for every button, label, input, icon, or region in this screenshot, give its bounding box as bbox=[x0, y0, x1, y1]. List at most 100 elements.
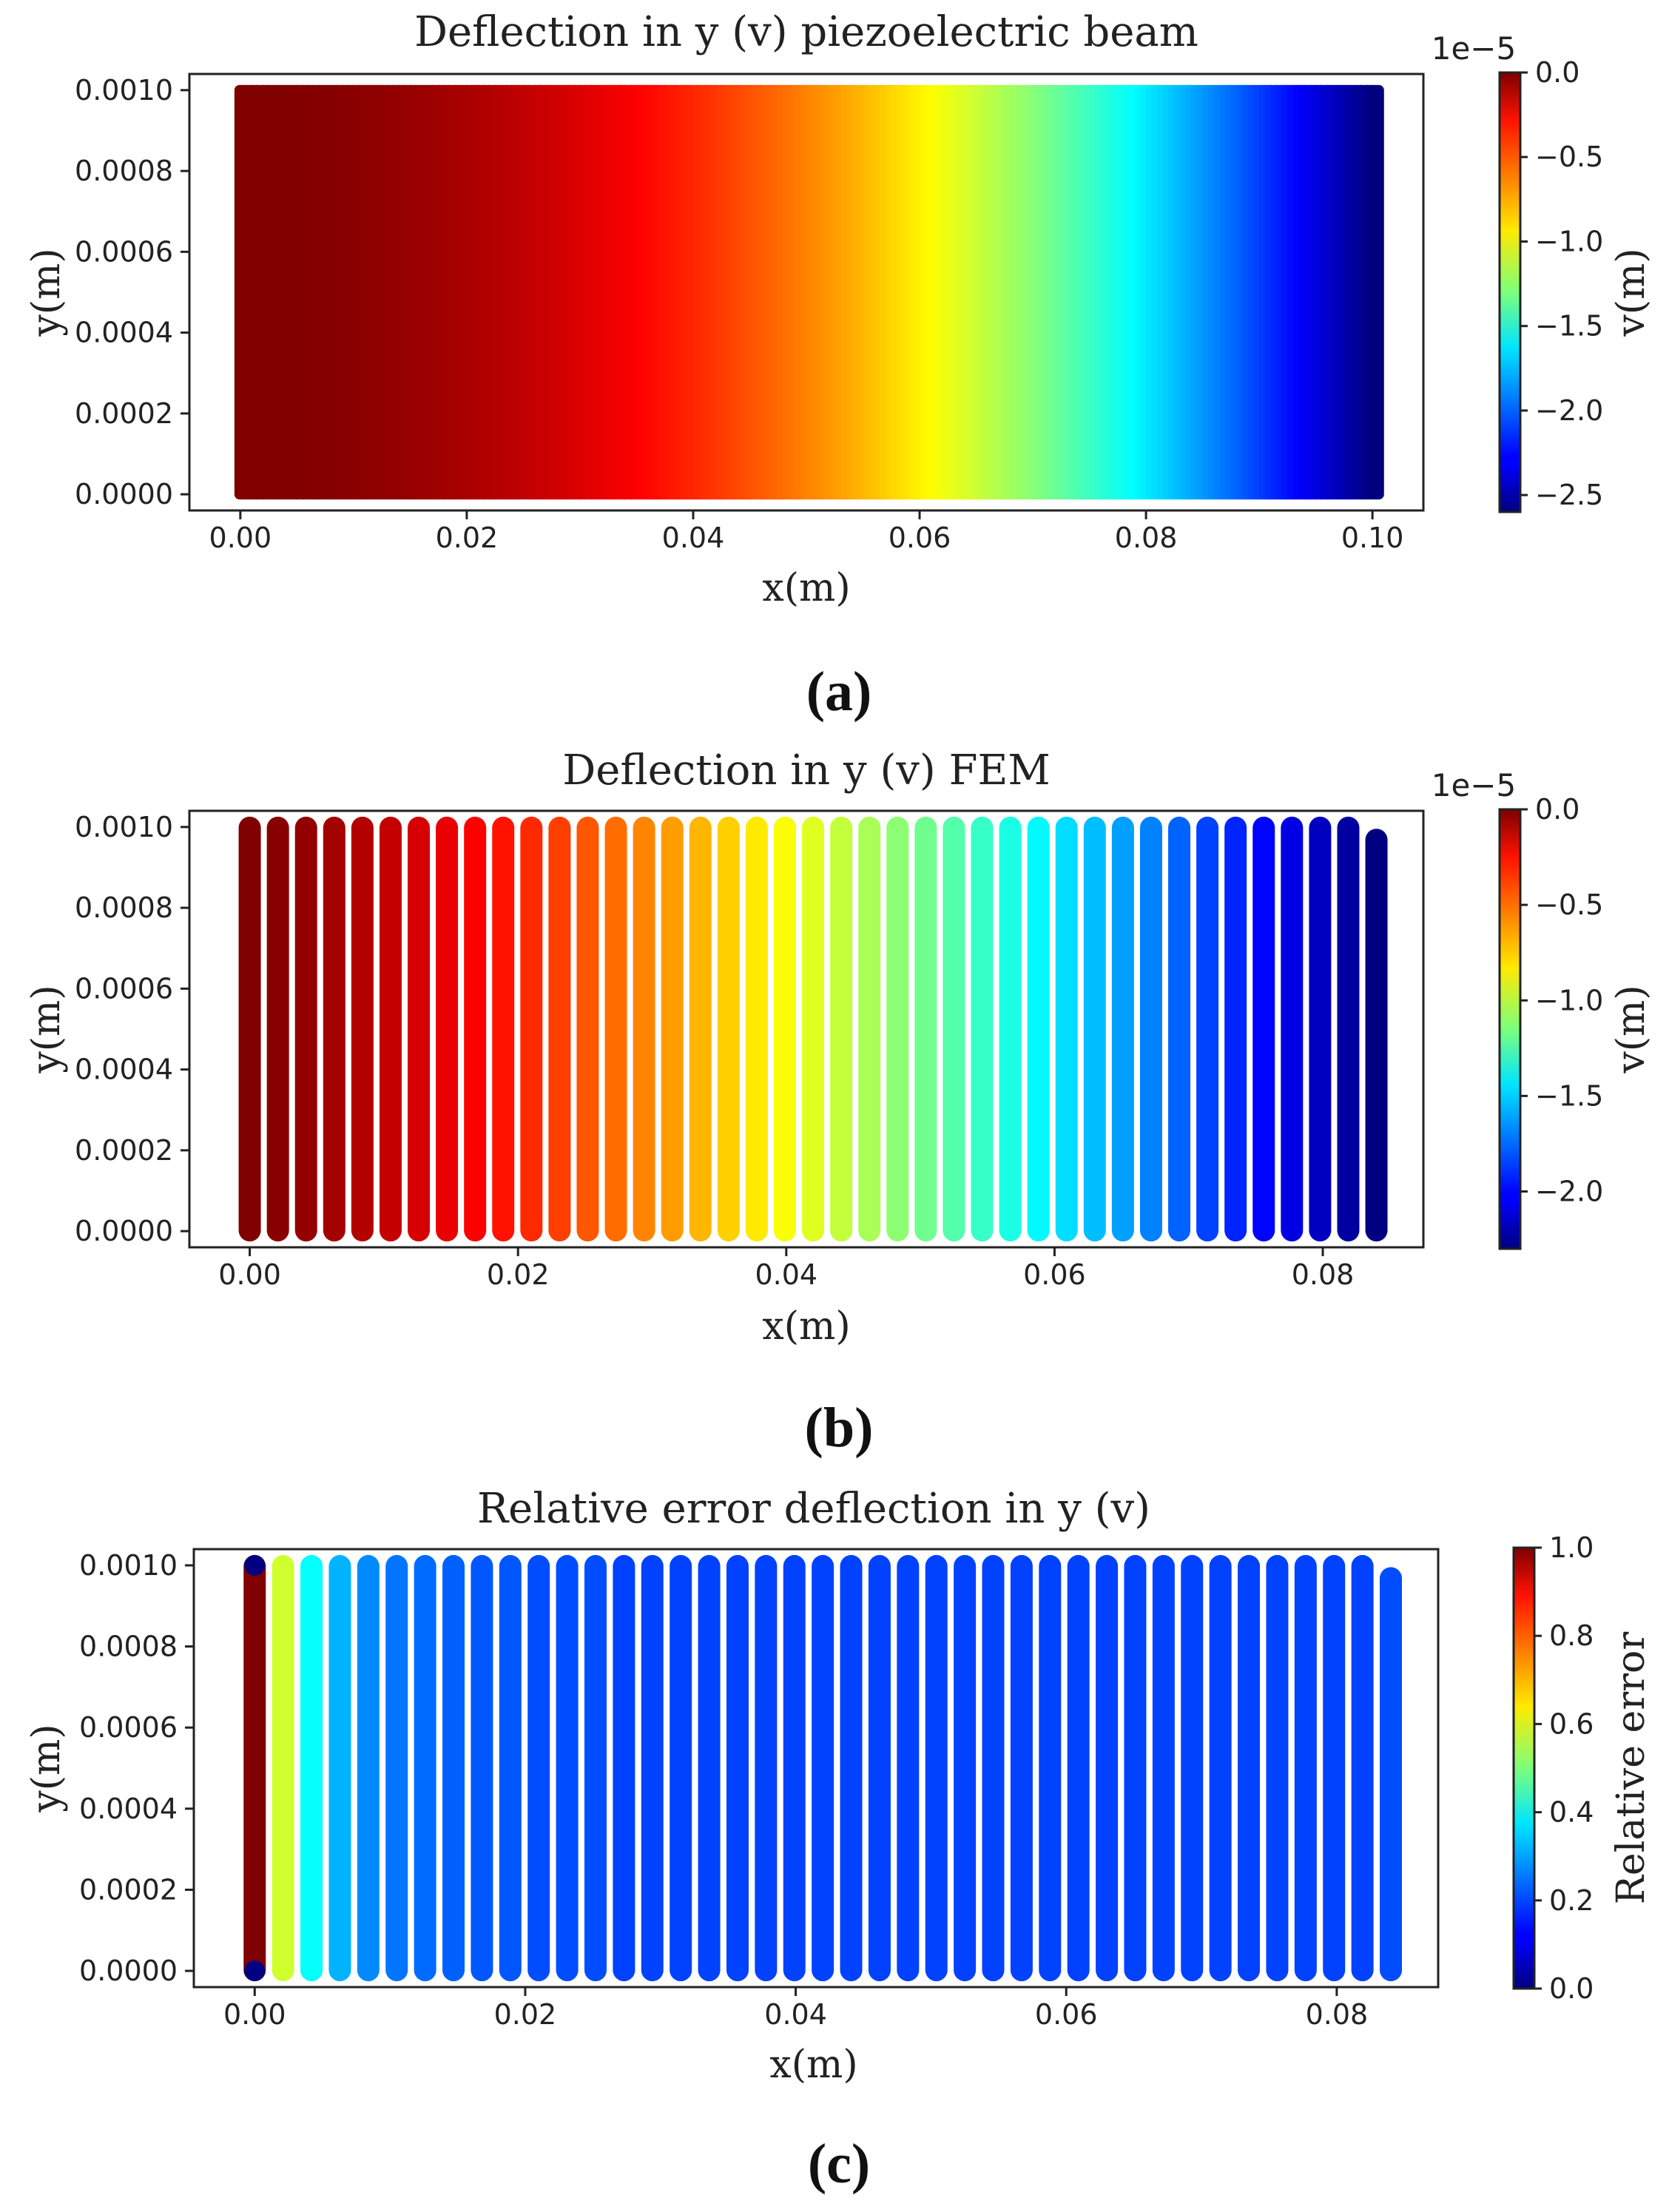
chart-b-colorbar bbox=[1498, 808, 1522, 1250]
y-tick-label: 0.0004 bbox=[75, 1053, 173, 1086]
scatter-column bbox=[408, 816, 431, 1242]
scatter-column bbox=[726, 1554, 749, 1982]
scatter-column bbox=[773, 816, 796, 1242]
panel-label-c: (c) bbox=[808, 2133, 870, 2195]
x-tick-label: 0.02 bbox=[436, 522, 499, 554]
panel-label-a: (a) bbox=[806, 661, 872, 723]
scatter-column bbox=[272, 1554, 294, 1982]
chart-b-title: Deflection in y (v) FEM bbox=[562, 746, 1050, 795]
scatter-column bbox=[379, 816, 402, 1242]
x-tick-label: 0.00 bbox=[223, 1998, 286, 2031]
x-tick-label: 0.02 bbox=[487, 1258, 550, 1291]
scatter-point bbox=[244, 1554, 266, 1576]
scatter-column bbox=[1168, 816, 1191, 1242]
scatter-column bbox=[584, 1554, 607, 1982]
scatter-column bbox=[999, 816, 1022, 1242]
scatter-column bbox=[556, 1554, 579, 1982]
chart-c-ylabel: y(m) bbox=[24, 1724, 69, 1813]
chart-b-xlabel: x(m) bbox=[762, 1304, 850, 1349]
chart-a-frame bbox=[188, 73, 1425, 512]
chart-b-yticks: 0.0000 0.0002 0.0004 0.0006 0.0008 0.0010 bbox=[75, 811, 189, 1247]
scatter-column bbox=[698, 1554, 721, 1982]
scatter-column bbox=[527, 1554, 550, 1982]
scatter-column bbox=[717, 816, 740, 1242]
chart-c-title: Relative error deflection in y (v) bbox=[477, 1485, 1150, 1533]
scatter-column bbox=[1224, 816, 1247, 1242]
scatter-column bbox=[1281, 816, 1304, 1242]
x-tick-label: 0.00 bbox=[209, 522, 272, 554]
scatter-column bbox=[689, 816, 712, 1242]
scatter-column bbox=[238, 816, 261, 1242]
scatter-column bbox=[385, 1554, 408, 1982]
y-tick-label: 0.0006 bbox=[79, 1711, 178, 1744]
panel-b: Deflection in y (v) FEM 0.00 0.02 0.04 0.06… bbox=[24, 746, 1653, 1459]
scatter-column bbox=[661, 816, 684, 1242]
scatter-column bbox=[641, 1554, 664, 1982]
colorbar-tick-label: −1.0 bbox=[1535, 225, 1603, 257]
y-tick-label: 0.0008 bbox=[75, 155, 173, 187]
chart-c-frame bbox=[192, 1548, 1440, 1989]
scatter-column bbox=[755, 1554, 778, 1982]
colorbar-tick-label: −2.0 bbox=[1535, 394, 1603, 427]
scatter-column bbox=[1139, 816, 1162, 1242]
scatter-column bbox=[243, 1554, 266, 1982]
chart-a-ylabel: y(m) bbox=[24, 248, 69, 337]
chart-b-colorbar-offset: 1e−5 bbox=[1432, 767, 1516, 803]
chart-c-colorbar bbox=[1512, 1546, 1536, 1990]
scatter-column bbox=[1309, 816, 1332, 1242]
scatter-column bbox=[745, 816, 768, 1242]
scatter-column bbox=[868, 1554, 891, 1982]
scatter-column bbox=[300, 1554, 323, 1982]
scatter-column bbox=[442, 1554, 465, 1982]
scatter-column bbox=[294, 816, 317, 1242]
chart-b-colorbar-label: v(m) bbox=[1609, 985, 1653, 1073]
scatter-column bbox=[840, 1554, 863, 1982]
chart-a-xlabel: x(m) bbox=[762, 566, 850, 610]
scatter-column bbox=[351, 816, 374, 1242]
scatter-column bbox=[1067, 1554, 1090, 1982]
colorbar-tick-label: 1.0 bbox=[1549, 1531, 1594, 1564]
scatter-column bbox=[520, 816, 543, 1242]
scatter-column bbox=[1111, 816, 1134, 1242]
y-tick-label: 0.0002 bbox=[79, 1873, 178, 1906]
x-tick-label: 0.10 bbox=[1341, 522, 1404, 554]
scatter-column bbox=[886, 816, 909, 1242]
scatter-column bbox=[1365, 829, 1388, 1242]
colorbar-tick-label: −1.5 bbox=[1535, 310, 1603, 343]
scatter-column bbox=[499, 1554, 522, 1982]
colorbar-tick-label: 0.0 bbox=[1535, 793, 1579, 826]
colorbar-tick-label: −2.5 bbox=[1535, 479, 1603, 511]
y-tick-label: 0.0006 bbox=[75, 235, 173, 268]
scatter-column bbox=[1323, 1554, 1346, 1982]
scatter-column bbox=[1124, 1554, 1147, 1982]
x-tick-label: 0.08 bbox=[1115, 522, 1178, 554]
colorbar-tick-label: −2.0 bbox=[1535, 1176, 1603, 1208]
chart-a-colorbar-label: v(m) bbox=[1609, 248, 1653, 337]
colorbar-tick-label: −1.0 bbox=[1535, 984, 1603, 1016]
scatter-column bbox=[802, 816, 825, 1242]
x-tick-label: 0.00 bbox=[218, 1258, 281, 1291]
scatter-column bbox=[604, 816, 627, 1242]
scatter-column bbox=[1294, 1554, 1317, 1982]
scatter-column bbox=[1096, 1554, 1119, 1982]
colorbar-tick-label: 0.2 bbox=[1549, 1884, 1594, 1917]
chart-c-xticks: 0.00 0.02 0.04 0.06 0.08 bbox=[223, 1987, 1368, 2031]
y-tick-label: 0.0002 bbox=[75, 397, 173, 430]
scatter-column bbox=[414, 1554, 436, 1982]
chart-a-yticks: 0.0000 0.0002 0.0004 0.0006 0.0008 0.0010 bbox=[75, 74, 189, 510]
scatter-column bbox=[328, 1554, 351, 1982]
y-tick-label: 0.0008 bbox=[79, 1631, 178, 1663]
scatter-column bbox=[1366, 84, 1384, 500]
scatter-column bbox=[1337, 816, 1360, 1242]
chart-b-ylabel: y(m) bbox=[24, 985, 69, 1073]
scatter-column bbox=[1010, 1554, 1033, 1982]
scatter-column bbox=[471, 1554, 493, 1982]
chart-a-title: Deflection in y (v) piezoelectric beam bbox=[414, 8, 1198, 56]
y-tick-label: 0.0010 bbox=[79, 1549, 178, 1582]
scatter-column bbox=[357, 1554, 380, 1982]
colorbar-tick-label: 0.0 bbox=[1535, 56, 1579, 89]
chart-b-scatter bbox=[238, 816, 1388, 1242]
y-tick-label: 0.0002 bbox=[75, 1134, 173, 1167]
x-tick-label: 0.04 bbox=[662, 522, 725, 554]
colorbar-tick-label: −0.5 bbox=[1535, 888, 1603, 921]
